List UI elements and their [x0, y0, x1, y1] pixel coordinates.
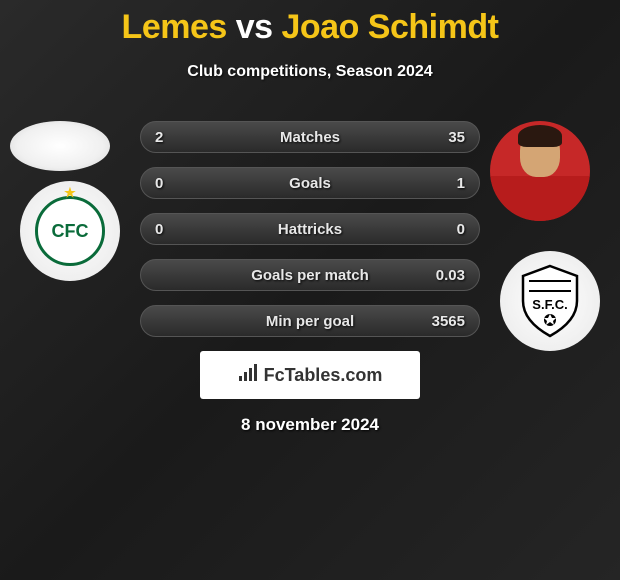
club-right-text: S.F.C. [532, 297, 567, 312]
stat-label: Hattricks [278, 221, 342, 238]
stat-row: 0 Goals 1 [140, 167, 480, 199]
stat-row: 2 Matches 35 [140, 121, 480, 153]
vs-text: vs [227, 8, 282, 46]
stat-right-value: 35 [425, 129, 465, 146]
avatar-hair [518, 125, 562, 147]
player1-club-badge: ★ CFC [20, 181, 120, 281]
stat-label: Matches [280, 129, 340, 146]
stat-right-value: 3565 [425, 313, 465, 330]
stat-left-value: 2 [155, 129, 195, 146]
stat-left-value: 0 [155, 221, 195, 238]
stats-table: 2 Matches 35 0 Goals 1 0 Hattricks 0 Goa… [140, 121, 480, 351]
stat-label: Goals [289, 175, 331, 192]
player1-avatar [10, 121, 110, 171]
stat-label: Goals per match [251, 267, 369, 284]
player1-name: Lemes [122, 8, 227, 46]
chart-icon [238, 364, 258, 387]
stat-row: Min per goal 3565 [140, 305, 480, 337]
watermark-badge: FcTables.com [200, 351, 420, 399]
stat-right-value: 0 [425, 221, 465, 238]
player2-club-badge: S.F.C. [500, 251, 600, 351]
club-left-inner: ★ CFC [35, 196, 105, 266]
date-text: 8 november 2024 [241, 415, 379, 435]
club-left-text: CFC [52, 221, 89, 242]
watermark-text: FcTables.com [264, 365, 383, 386]
star-icon: ★ [64, 185, 76, 201]
player2-name: Joao Schimdt [282, 8, 499, 46]
stat-label: Min per goal [266, 313, 354, 330]
stat-row: 0 Hattricks 0 [140, 213, 480, 245]
stat-left-value: 0 [155, 175, 195, 192]
stat-right-value: 0.03 [425, 267, 465, 284]
subtitle: Club competitions, Season 2024 [0, 63, 620, 81]
player2-avatar [490, 121, 590, 221]
comparison-title: Lemes vs Joao Schimdt [0, 0, 620, 47]
club-right-inner: S.F.C. [515, 261, 585, 341]
avatar-shirt [490, 176, 590, 221]
stat-right-value: 1 [425, 175, 465, 192]
stat-row: Goals per match 0.03 [140, 259, 480, 291]
